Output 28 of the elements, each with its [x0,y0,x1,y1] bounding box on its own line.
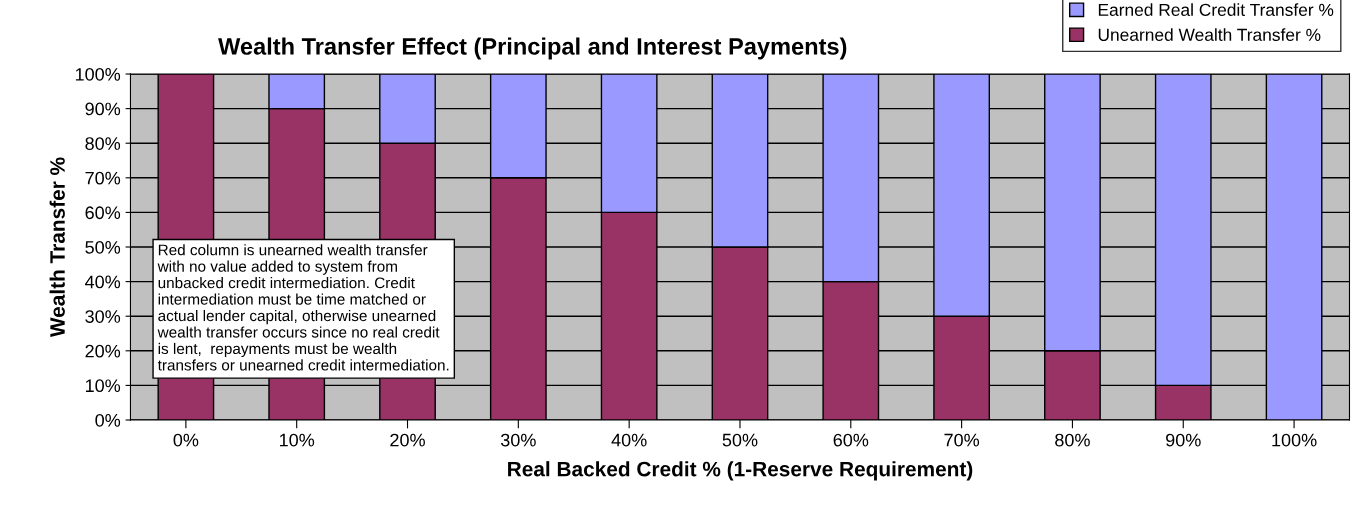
x-tick-label: 30% [500,433,536,447]
x-tick-label: 60% [833,433,869,447]
x-tick-label: 70% [944,433,980,447]
y-tick-label: 60% [85,206,121,220]
y-tick-label: 0% [95,413,121,427]
y-axis-title: Wealth Transfer % [49,157,65,338]
annotation: Red column is unearned wealth transfer with no value added to system from unbacked credit intermediation. Credit intermediation must be time matched or actual lender capital, otherwise unearned wealth transfer occurs since no real credit is lent, repayments must be wealth transfers or unearned credit intermediation. [157,244,449,371]
x-axis-title: Real Backed Credit % (1-Reserve Requirement) [508,461,973,481]
x-tick-label: 10% [280,433,315,447]
y-tick-label: 100% [75,67,121,81]
x-tick-label: 100% [1272,433,1317,447]
y-tick-label: 20% [85,344,121,358]
x-tick-label: 90% [1166,433,1201,447]
y-tick-label: 80% [85,137,121,150]
x-tick-label: 20% [390,433,425,447]
y-tick-label: 90% [85,102,121,116]
y-tick-label: 50% [85,240,121,254]
chart-title: Wealth Transfer Effect (Principal and Interest Payments) [218,37,847,60]
y-tick-label: 40% [85,275,121,289]
y-tick-label: 30% [85,310,121,323]
y-tick-label: 70% [85,171,121,185]
legend-label: Earned Real Credit Transfer % [1098,3,1334,16]
x-tick-label: 50% [722,433,758,447]
x-tick-label: 80% [1055,433,1090,447]
legend-label: Unearned Wealth Transfer % [1098,28,1321,41]
x-tick-label: 0% [173,433,199,447]
x-tick-label: 40% [611,433,647,447]
y-tick-label: 10% [85,379,121,393]
